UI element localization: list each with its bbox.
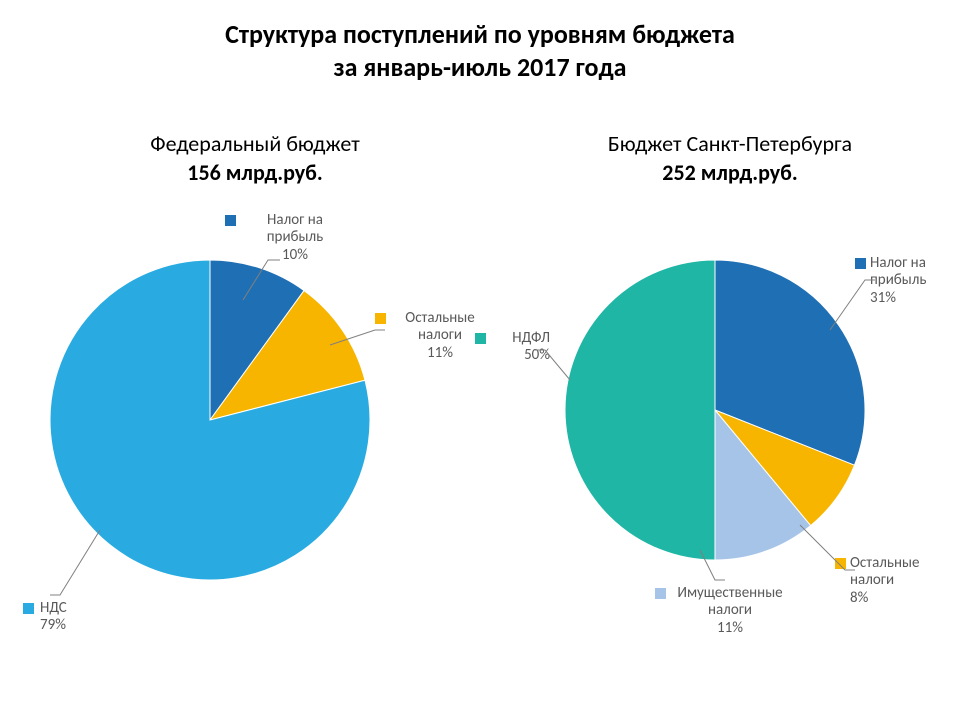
chart-spb: Бюджет Санкт-Петербурга 252 млрд.руб. На… — [500, 130, 960, 690]
main-title-line2: за январь-июль 2017 года — [334, 51, 627, 83]
main-title-line1: Структура поступлений по уровням бюджета — [225, 18, 735, 50]
leader-ndfl — [500, 130, 960, 690]
marker-ndfl — [475, 333, 486, 344]
chart-federal: Федеральный бюджет 156 млрд.руб. Налог н… — [20, 130, 490, 690]
main-title: Структура поступлений по уровням бюджета… — [0, 18, 960, 83]
leader-nds — [20, 130, 490, 690]
page: Структура поступлений по уровням бюджета… — [0, 0, 960, 720]
